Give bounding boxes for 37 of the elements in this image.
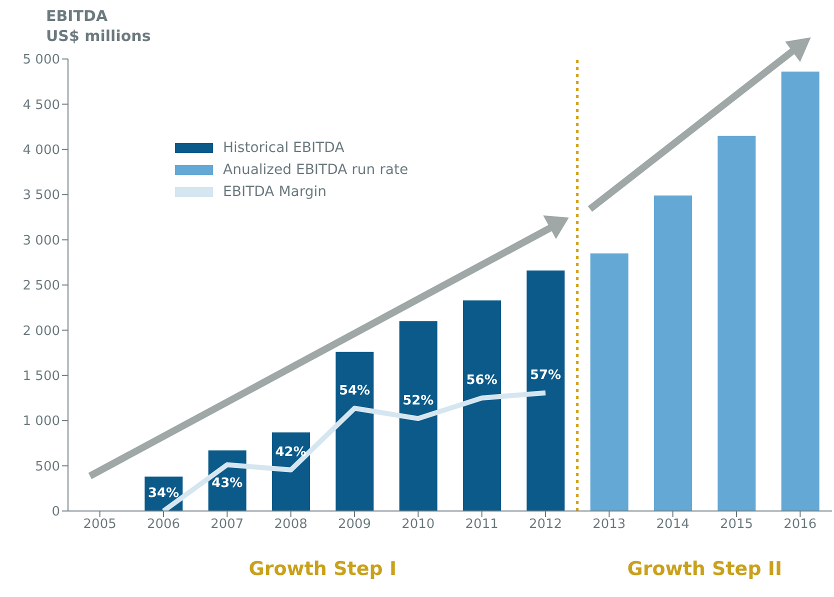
y-tick-label: 1 000 bbox=[22, 414, 60, 430]
y-tick-label: 500 bbox=[35, 459, 60, 474]
data-label: 57% bbox=[530, 368, 562, 383]
y-tick-label: 1 500 bbox=[22, 369, 60, 384]
legend-label: Anualized EBITDA run rate bbox=[223, 162, 408, 178]
data-label: 43% bbox=[212, 476, 243, 491]
x-tick-label: 2011 bbox=[465, 517, 498, 532]
x-tick-label: 2008 bbox=[274, 517, 308, 532]
x-tick-label: 2015 bbox=[720, 517, 754, 532]
data-label: 56% bbox=[466, 373, 498, 388]
data-label: 52% bbox=[402, 394, 434, 409]
y-axis-title: US$ millions bbox=[46, 26, 151, 46]
y-tick-label: 3 500 bbox=[22, 188, 60, 204]
chart-title: EBITDA bbox=[46, 6, 109, 26]
y-tick-label: 5 000 bbox=[22, 52, 60, 68]
x-tick-label: 2005 bbox=[83, 517, 116, 532]
x-tick-label: 2009 bbox=[338, 517, 372, 532]
x-tick-label: 2016 bbox=[784, 517, 817, 532]
y-tick-label: 3 000 bbox=[22, 233, 60, 248]
text: Growth Step I bbox=[248, 558, 398, 580]
data-label: 54% bbox=[338, 383, 370, 398]
legend-label: EBITDA Margin bbox=[223, 184, 327, 200]
y-tick-label: 4 000 bbox=[22, 143, 60, 158]
data-label: 34% bbox=[148, 486, 180, 501]
x-tick-label: 2010 bbox=[402, 517, 435, 532]
x-tick-label: 2012 bbox=[528, 517, 562, 532]
x-tick-label: 2006 bbox=[146, 517, 180, 532]
data-label: 42% bbox=[275, 444, 306, 460]
y-tick-label: 2 000 bbox=[22, 324, 60, 339]
y-tick-label: 2 500 bbox=[22, 278, 60, 294]
text: Growth Step II bbox=[626, 558, 784, 580]
x-tick-label: 2013 bbox=[592, 517, 626, 532]
legend-label: Historical EBITDA bbox=[223, 140, 344, 156]
y-tick-label: 0 bbox=[52, 504, 60, 520]
y-tick-label: 4 500 bbox=[22, 98, 60, 113]
x-tick-label: 2014 bbox=[656, 517, 690, 532]
x-tick-label: 2007 bbox=[210, 517, 244, 532]
